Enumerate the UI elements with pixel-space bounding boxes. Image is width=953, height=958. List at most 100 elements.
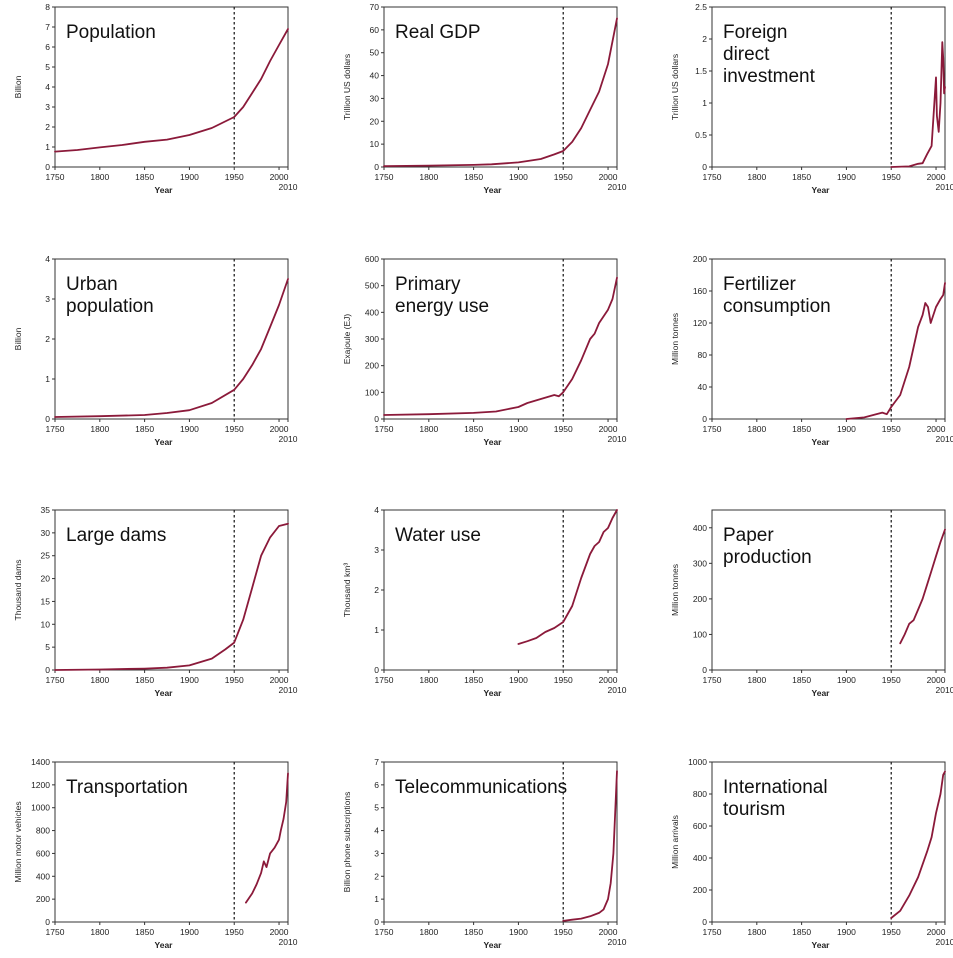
x-axis-title: Year <box>812 940 831 950</box>
y-tick-label: 2 <box>45 122 50 132</box>
x-tick-label: 1800 <box>419 424 438 434</box>
y-tick-label: 70 <box>370 2 380 12</box>
x-end-label: 2010 <box>608 434 627 444</box>
y-axis-title: Exajoule (EJ) <box>342 314 352 365</box>
panel-title-line: production <box>723 547 812 568</box>
y-tick-label: 0 <box>374 665 379 675</box>
x-tick-label: 1750 <box>46 424 65 434</box>
series-line <box>562 770 618 922</box>
x-tick-label: 1750 <box>46 675 65 685</box>
x-end-label: 2010 <box>936 434 953 444</box>
y-axis-title: Thousand km³ <box>342 563 352 617</box>
x-tick-label: 1750 <box>46 927 65 937</box>
y-tick-label: 2.5 <box>695 2 707 12</box>
x-tick-label: 2000 <box>270 424 289 434</box>
y-tick-label: 0 <box>45 414 50 424</box>
x-tick-label: 1950 <box>882 675 901 685</box>
chart-panel: 0 100 200 300 400 500 600 1750 1800 1850 1900 1950 2… <box>342 254 627 447</box>
x-tick-label: 1750 <box>703 675 722 685</box>
x-end-label: 2010 <box>608 937 627 947</box>
x-tick-label: 1950 <box>554 927 573 937</box>
y-tick-label: 7 <box>374 757 379 767</box>
chart-panel: 0 40 80 120 160 200 1750 1800 1850 1900 1950 200020… <box>670 254 953 447</box>
y-tick-label: 500 <box>365 281 379 291</box>
y-axis-title: Billion <box>13 327 23 350</box>
x-tick-label: 1850 <box>135 927 154 937</box>
x-axis-title: Year <box>155 185 174 195</box>
y-tick-label: 0 <box>702 162 707 172</box>
panel-title-line: Foreign <box>723 22 787 43</box>
y-tick-label: 30 <box>41 528 51 538</box>
y-tick-label: 800 <box>693 789 707 799</box>
x-tick-label: 2000 <box>927 927 946 937</box>
x-axis-title: Year <box>155 940 174 950</box>
panel-title-line: Telecommunications <box>395 777 567 798</box>
y-tick-label: 80 <box>698 350 708 360</box>
y-tick-label: 20 <box>41 574 51 584</box>
panel-title-line: population <box>66 296 154 317</box>
y-tick-label: 200 <box>693 885 707 895</box>
x-tick-label: 1900 <box>180 172 199 182</box>
panel-title-line: investment <box>723 66 816 87</box>
y-tick-label: 400 <box>365 307 379 317</box>
panel-title: Telecommunications <box>395 777 567 798</box>
y-tick-label: 5 <box>45 642 50 652</box>
y-tick-label: 1000 <box>31 803 50 813</box>
x-axis-title: Year <box>812 688 831 698</box>
x-tick-label: 1900 <box>509 927 528 937</box>
y-tick-label: 0 <box>374 162 379 172</box>
chart-panel: 0 0.5 1 1.5 2 2.5 1750 1800 1850 1900 1950 20002010… <box>670 2 953 195</box>
plot-frame <box>711 761 946 923</box>
y-axis-title: Million tonnes <box>670 313 680 365</box>
y-tick-label: 0 <box>45 665 50 675</box>
y-axis-title: Million arrivals <box>670 815 680 869</box>
y-tick-label: 20 <box>370 116 380 126</box>
y-tick-label: 1.5 <box>695 66 707 76</box>
x-tick-label: 1950 <box>225 927 244 937</box>
x-tick-label: 1850 <box>792 675 811 685</box>
chart-panel: 0 5 10 15 20 25 30 35 1750 1800 1850 1900 1950 200020… <box>13 505 298 698</box>
y-tick-label: 0 <box>374 917 379 927</box>
y-tick-label: 2 <box>374 585 379 595</box>
y-tick-label: 0 <box>702 665 707 675</box>
x-tick-label: 1850 <box>792 172 811 182</box>
panel-title: Urban population <box>66 274 154 317</box>
x-axis-title: Year <box>812 437 831 447</box>
x-tick-label: 1900 <box>837 927 856 937</box>
y-tick-label: 0 <box>374 414 379 424</box>
x-tick-label: 1850 <box>135 172 154 182</box>
series-line <box>383 276 618 416</box>
x-axis-title: Year <box>484 437 503 447</box>
panel-title-line: Urban <box>66 274 118 295</box>
y-tick-label: 2 <box>45 334 50 344</box>
y-tick-label: 60 <box>370 25 380 35</box>
x-end-label: 2010 <box>279 182 298 192</box>
series-line <box>890 41 946 168</box>
chart-panel: 0 100 200 300 400 1750 1800 1850 1900 1950 2000201… <box>670 509 953 698</box>
panel-title: Fertilizer consumption <box>723 274 831 317</box>
y-tick-label: 8 <box>45 2 50 12</box>
x-tick-label: 1850 <box>464 927 483 937</box>
x-tick-label: 1750 <box>375 424 394 434</box>
y-tick-label: 2 <box>374 871 379 881</box>
series-line <box>890 770 946 919</box>
y-tick-label: 600 <box>693 821 707 831</box>
y-tick-label: 0 <box>702 414 707 424</box>
x-tick-label: 1950 <box>225 675 244 685</box>
x-tick-label: 1950 <box>882 927 901 937</box>
x-tick-label: 1900 <box>509 675 528 685</box>
y-tick-label: 3 <box>374 848 379 858</box>
series-line <box>54 28 289 153</box>
x-tick-label: 1750 <box>703 172 722 182</box>
panel-title-line: Paper <box>723 525 774 546</box>
x-tick-label: 2000 <box>270 927 289 937</box>
panel-title: Water use <box>395 525 481 546</box>
panel-title-line: Population <box>66 22 156 43</box>
panel-title-line: Real GDP <box>395 22 481 43</box>
series-line <box>517 509 618 645</box>
x-tick-label: 1900 <box>509 424 528 434</box>
x-tick-label: 1750 <box>375 927 394 937</box>
x-tick-label: 1850 <box>792 424 811 434</box>
